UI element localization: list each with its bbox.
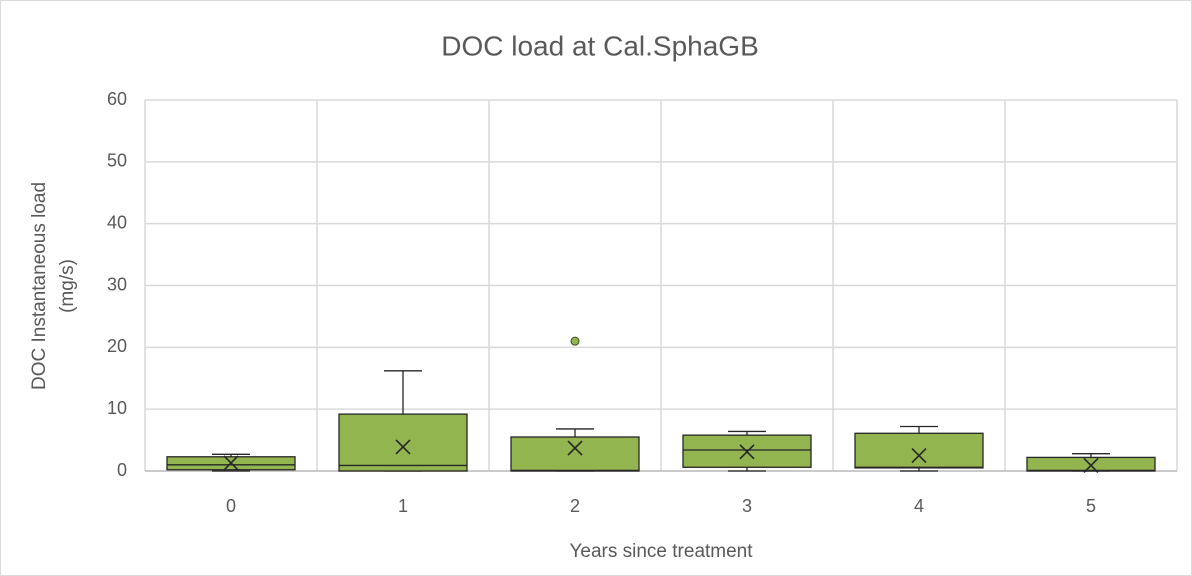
x-tick-label: 2	[570, 496, 580, 516]
mean-marker	[395, 439, 411, 455]
chart-title: DOC load at Cal.SphaGB	[441, 30, 759, 61]
box	[1026, 456, 1156, 472]
x-tick-label: 5	[1086, 496, 1096, 516]
y-axis-label: DOC Instantaneous load (mg/s)	[29, 182, 78, 390]
y-tick-label: 50	[107, 151, 127, 171]
box	[510, 436, 640, 472]
x-tick-label: 0	[226, 496, 236, 516]
mean-marker	[739, 444, 755, 460]
box	[854, 432, 984, 469]
x-axis-label: Years since treatment	[569, 541, 753, 562]
y-tick-label: 60	[107, 89, 127, 109]
mean-marker	[567, 440, 583, 456]
y-axis-label-line: DOC Instantaneous load	[29, 182, 50, 390]
y-tick-label: 40	[107, 212, 127, 232]
box	[338, 413, 468, 472]
y-tick-label: 10	[107, 398, 127, 418]
y-tick-label: 30	[107, 274, 127, 294]
mean-marker	[1083, 457, 1099, 474]
y-axis-label-line: (mg/s)	[57, 259, 78, 313]
y-tick-label: 0	[117, 460, 127, 480]
x-tick-label: 3	[742, 496, 752, 516]
mean-marker	[911, 447, 927, 464]
mean-marker	[223, 455, 239, 471]
outlier	[570, 336, 580, 346]
x-tick-label: 4	[914, 496, 924, 516]
x-tick-label: 1	[398, 496, 408, 516]
y-tick-label: 20	[107, 336, 127, 356]
